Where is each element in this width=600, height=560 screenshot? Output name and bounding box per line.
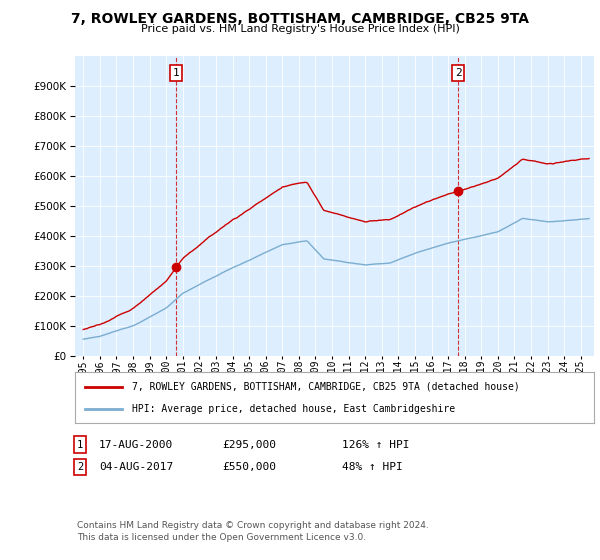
- Text: 17-AUG-2000: 17-AUG-2000: [99, 440, 173, 450]
- Text: HPI: Average price, detached house, East Cambridgeshire: HPI: Average price, detached house, East…: [132, 404, 455, 414]
- Text: 126% ↑ HPI: 126% ↑ HPI: [342, 440, 409, 450]
- Text: 1: 1: [173, 68, 179, 78]
- Text: 04-AUG-2017: 04-AUG-2017: [99, 462, 173, 472]
- Text: This data is licensed under the Open Government Licence v3.0.: This data is licensed under the Open Gov…: [77, 533, 366, 542]
- Text: 7, ROWLEY GARDENS, BOTTISHAM, CAMBRIDGE, CB25 9TA (detached house): 7, ROWLEY GARDENS, BOTTISHAM, CAMBRIDGE,…: [132, 381, 520, 391]
- Text: 2: 2: [77, 462, 83, 472]
- Text: 2: 2: [455, 68, 461, 78]
- Text: 7, ROWLEY GARDENS, BOTTISHAM, CAMBRIDGE, CB25 9TA: 7, ROWLEY GARDENS, BOTTISHAM, CAMBRIDGE,…: [71, 12, 529, 26]
- Text: Price paid vs. HM Land Registry's House Price Index (HPI): Price paid vs. HM Land Registry's House …: [140, 24, 460, 34]
- Text: 1: 1: [77, 440, 83, 450]
- Text: £550,000: £550,000: [222, 462, 276, 472]
- Text: 48% ↑ HPI: 48% ↑ HPI: [342, 462, 403, 472]
- Text: £295,000: £295,000: [222, 440, 276, 450]
- Text: Contains HM Land Registry data © Crown copyright and database right 2024.: Contains HM Land Registry data © Crown c…: [77, 521, 428, 530]
